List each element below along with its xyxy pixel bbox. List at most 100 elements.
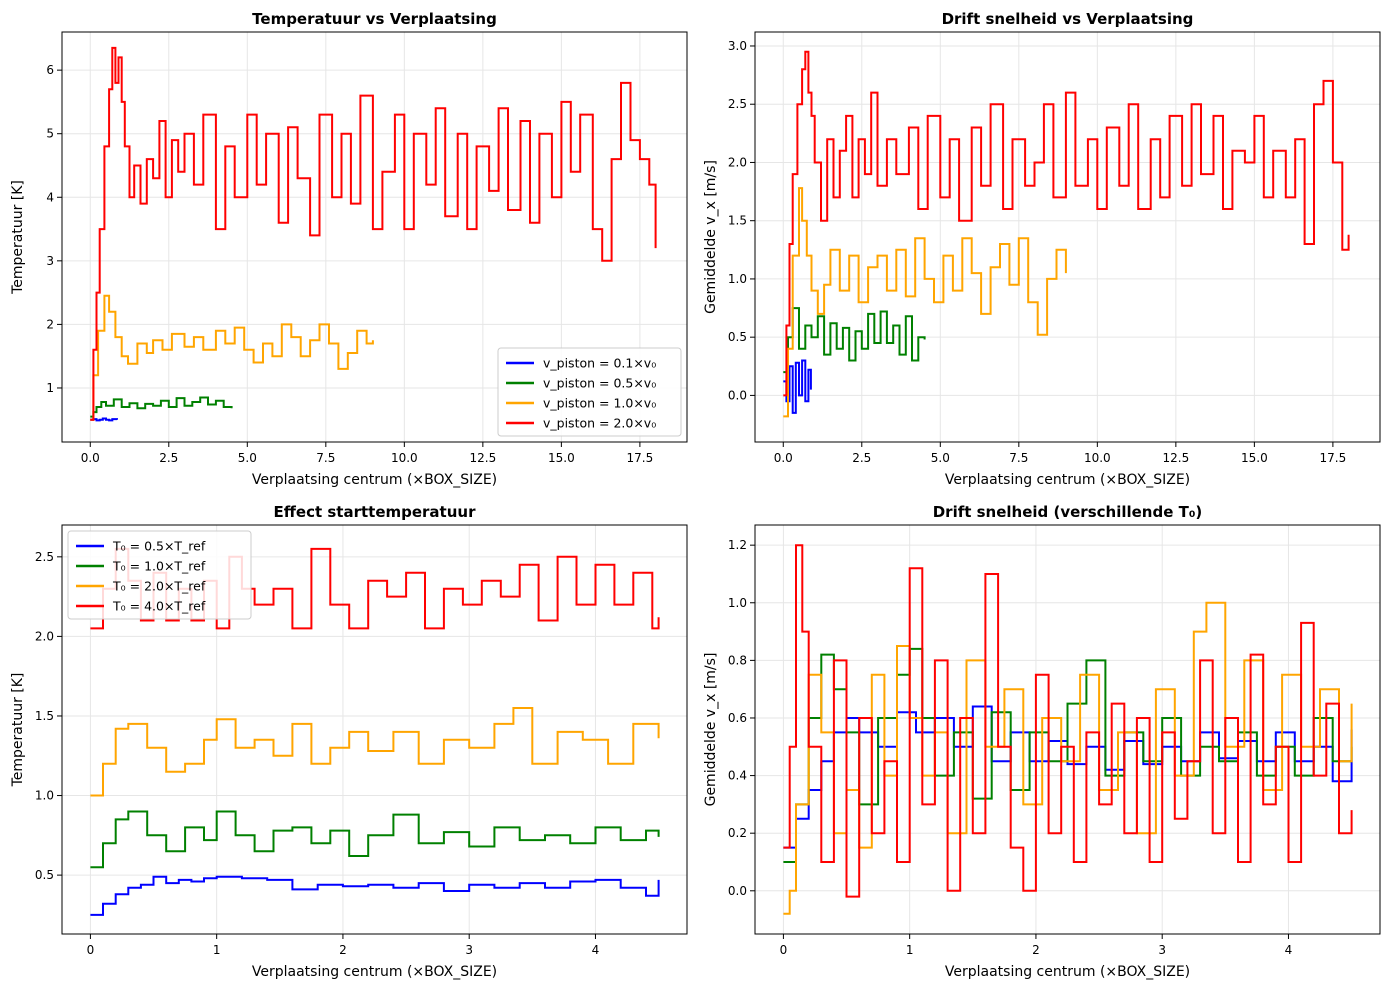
x-tick-label: 2.5 — [852, 451, 871, 465]
x-axis-label: Verplaatsing centrum (×BOX_SIZE) — [252, 472, 497, 488]
x-axis-label: Verplaatsing centrum (×BOX_SIZE) — [945, 472, 1190, 488]
legend: v_piston = 0.1×v₀ v_piston = 0.5×v₀ v_pist… — [497, 347, 682, 437]
x-tick-label: 15.0 — [1241, 451, 1268, 465]
x-tick-label: 0 — [87, 943, 95, 957]
series-line-4 — [783, 544, 1353, 898]
legend-entry: T₀ = 0.5×T_ref — [112, 539, 206, 554]
legend-entry: v_piston = 1.0×v₀ — [543, 396, 656, 411]
y-tick-label: 0.2 — [728, 826, 747, 840]
chart-title: Temperatuur vs Verplaatsing — [252, 10, 497, 28]
x-axis-label: Verplaatsing centrum (×BOX_SIZE) — [945, 964, 1190, 980]
x-tick-label: 0.0 — [81, 451, 100, 465]
axes-frame — [61, 31, 688, 443]
y-tick-label: 0.5 — [35, 868, 54, 882]
y-tick-label: 0.0 — [728, 884, 747, 898]
series-group — [783, 50, 1350, 418]
x-tick-label: 2.5 — [159, 451, 178, 465]
y-tick-label: 3.0 — [728, 39, 747, 53]
legend-entry: T₀ = 4.0×T_ref — [112, 599, 206, 614]
series-line-3 — [783, 187, 1067, 418]
chart-panel-3: 0 1 2 3 4 0.5 1.0 1.5 2.0 2.5 Effect starttemperat… — [10, 503, 688, 980]
x-tick-label: 3 — [465, 943, 473, 957]
y-tick-label: 1.0 — [35, 789, 54, 803]
chart-panel-4: 0 1 2 3 4 0.0 0.2 0.4 0.6 0.8 1.0 1.2 Drift snelheid… — [703, 503, 1381, 980]
x-tick-label: 0 — [780, 943, 788, 957]
series-line-4 — [783, 50, 1350, 397]
x-tick-label: 5.0 — [931, 451, 950, 465]
series-line-2 — [90, 810, 660, 869]
x-tick-label: 2 — [339, 943, 347, 957]
x-tick-label: 10.0 — [1084, 451, 1111, 465]
legend-entry: T₀ = 1.0×T_ref — [112, 559, 206, 574]
y-tick-label: 1.0 — [728, 596, 747, 610]
y-tick-label: 5 — [46, 127, 54, 141]
x-tick-label: 10.0 — [391, 451, 418, 465]
y-tick-label: 1.2 — [728, 538, 747, 552]
chart-title: Drift snelheid vs Verplaatsing — [942, 10, 1194, 28]
chart-title: Drift snelheid (verschillende T₀) — [933, 503, 1203, 521]
legend-entry: v_piston = 2.0×v₀ — [543, 416, 656, 431]
y-tick-label: 2.0 — [35, 629, 54, 643]
x-tick-label: 12.5 — [469, 451, 496, 465]
series-line-1 — [90, 417, 118, 422]
x-tick-label: 12.5 — [1162, 451, 1189, 465]
x-tick-label: 17.5 — [1320, 451, 1347, 465]
x-tick-label: 17.5 — [627, 451, 654, 465]
legend: T₀ = 0.5×T_ref T₀ = 1.0×T_ref T₀ = 2.0×T_r… — [67, 530, 252, 620]
x-tick-label: 3 — [1158, 943, 1166, 957]
series-line-3 — [90, 294, 374, 421]
series-line-1 — [90, 875, 660, 916]
x-tick-label: 4 — [1285, 943, 1293, 957]
y-tick-label: 0.6 — [728, 711, 747, 725]
y-tick-label: 6 — [46, 63, 54, 77]
x-tick-label: 7.5 — [1009, 451, 1028, 465]
x-tick-label: 2 — [1032, 943, 1040, 957]
y-tick-label: 2 — [46, 317, 54, 331]
y-tick-label: 0.4 — [728, 769, 747, 783]
y-axis-label: Gemiddelde v_x [m/s] — [703, 160, 719, 314]
axes-frame — [754, 31, 1381, 443]
y-tick-label: 2.5 — [35, 550, 54, 564]
chart-title: Effect starttemperatuur — [274, 503, 477, 521]
y-axis-label: Gemiddelde v_x [m/s] — [703, 653, 719, 807]
chart-panel-2: 0.0 2.5 5.0 7.5 10.0 12.5 15.0 17.5 0.0 0.5 1.0 1.5… — [703, 10, 1381, 488]
y-tick-label: 0.8 — [728, 653, 747, 667]
y-tick-label: 0.5 — [728, 330, 747, 344]
y-tick-label: 2.5 — [728, 97, 747, 111]
axes-frame — [754, 524, 1381, 935]
legend-box — [497, 347, 682, 437]
y-tick-label: 2.0 — [728, 155, 747, 169]
y-tick-label: 0.0 — [728, 388, 747, 402]
series-line-3 — [90, 707, 660, 797]
axes-frame — [61, 524, 688, 935]
y-tick-label: 1.5 — [728, 214, 747, 228]
legend-entry: T₀ = 2.0×T_ref — [112, 579, 206, 594]
x-axis-label: Verplaatsing centrum (×BOX_SIZE) — [252, 964, 497, 980]
x-tick-label: 1 — [906, 943, 914, 957]
series-line-2 — [90, 396, 233, 418]
y-tick-label: 3 — [46, 254, 54, 268]
legend-entry: v_piston = 0.5×v₀ — [543, 376, 656, 391]
x-tick-label: 7.5 — [316, 451, 335, 465]
x-tick-label: 5.0 — [238, 451, 257, 465]
y-tick-label: 4 — [46, 190, 54, 204]
chart-panel-1: 0.0 2.5 5.0 7.5 10.0 12.5 15.0 17.5 1 2 3 4 5 6 Temper… — [10, 10, 688, 488]
x-tick-label: 0.0 — [774, 451, 793, 465]
x-tick-label: 4 — [592, 943, 600, 957]
plot-area — [755, 32, 1380, 442]
series-line-2 — [783, 307, 926, 374]
y-tick-label: 1 — [46, 381, 54, 395]
legend-box — [67, 530, 252, 620]
series-group — [90, 46, 657, 422]
series-line-1 — [783, 359, 812, 414]
y-tick-label: 1.5 — [35, 709, 54, 723]
series-line-4 — [90, 46, 657, 421]
series-group — [783, 544, 1353, 915]
y-tick-label: 1.0 — [728, 272, 747, 286]
y-axis-label: Temperatuur [K] — [10, 180, 26, 295]
y-axis-label: Temperatuur [K] — [10, 673, 26, 788]
legend-entry: v_piston = 0.1×v₀ — [543, 356, 656, 371]
x-tick-label: 1 — [213, 943, 221, 957]
x-tick-label: 15.0 — [548, 451, 575, 465]
